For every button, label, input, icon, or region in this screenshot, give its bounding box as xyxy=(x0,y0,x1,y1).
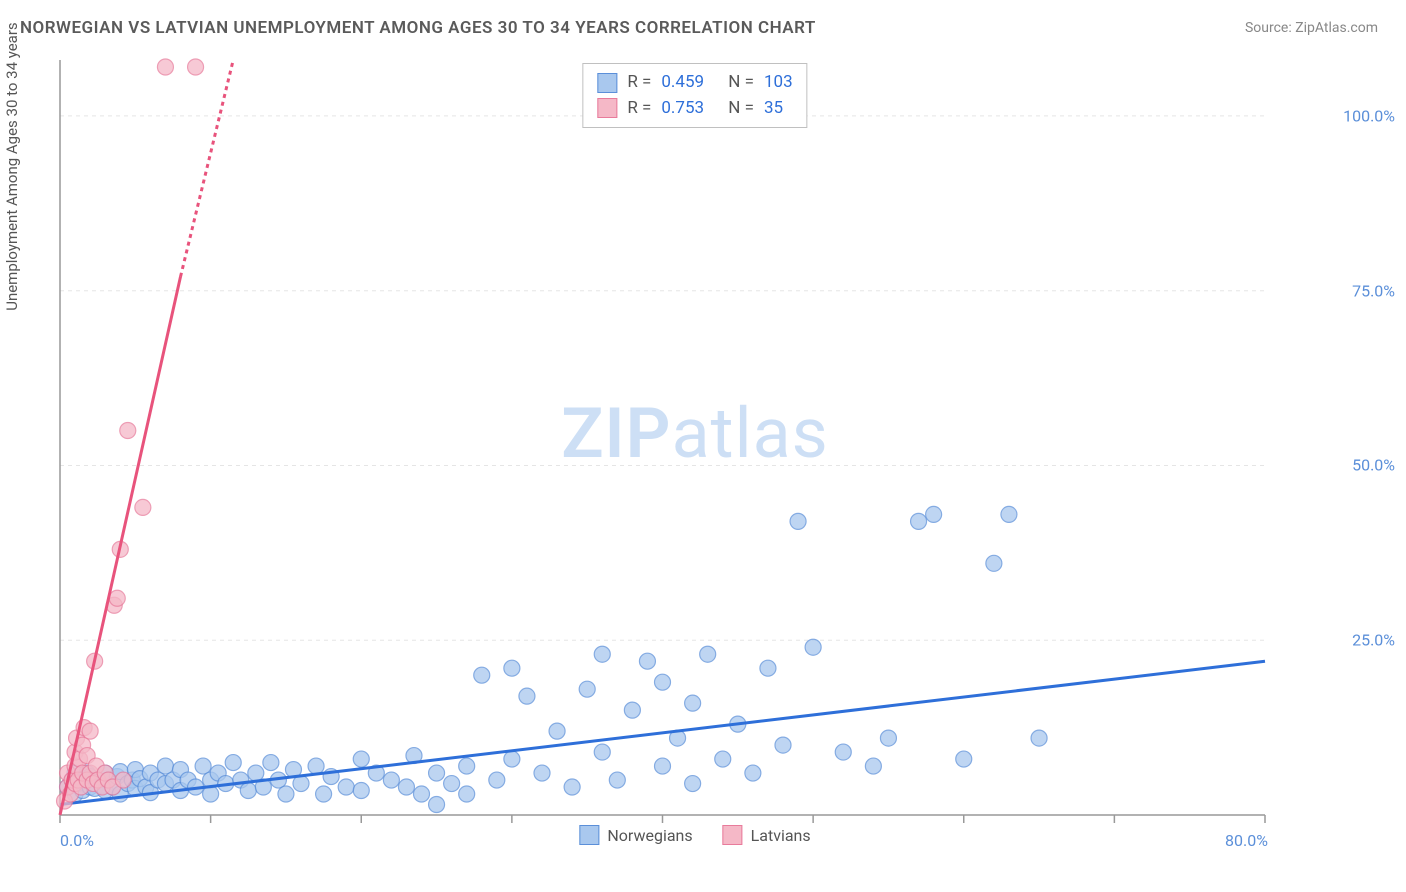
legend-swatch xyxy=(579,825,599,845)
data-point xyxy=(790,513,806,529)
data-point xyxy=(225,755,241,771)
data-point xyxy=(715,751,731,767)
stat-r-value: 0.459 xyxy=(661,70,704,96)
y-tick-label: 50.0% xyxy=(1352,456,1395,475)
data-point xyxy=(594,646,610,662)
legend-swatch xyxy=(723,825,743,845)
data-point xyxy=(429,797,445,813)
data-point xyxy=(188,59,204,75)
data-point xyxy=(880,730,896,746)
stat-n-value: 35 xyxy=(764,96,783,122)
data-point xyxy=(534,765,550,781)
x-tick-label: 0.0% xyxy=(60,831,94,850)
data-point xyxy=(805,639,821,655)
data-point xyxy=(459,758,475,774)
data-point xyxy=(489,772,505,788)
trend-line xyxy=(60,277,181,815)
data-point xyxy=(760,660,776,676)
data-point xyxy=(383,772,399,788)
data-point xyxy=(745,765,761,781)
data-point xyxy=(109,590,125,606)
legend-label: Latvians xyxy=(751,826,811,845)
data-point xyxy=(444,776,460,792)
legend: Norwegians Latvians xyxy=(579,825,810,845)
data-point xyxy=(655,674,671,690)
data-point xyxy=(775,737,791,753)
data-point xyxy=(248,765,264,781)
source-prefix: Source: xyxy=(1245,20,1295,36)
data-point xyxy=(278,786,294,802)
data-point xyxy=(519,688,535,704)
series-swatch xyxy=(597,98,617,118)
data-point xyxy=(398,779,414,795)
y-tick-label: 75.0% xyxy=(1352,281,1395,300)
data-point xyxy=(195,758,211,774)
data-point xyxy=(504,660,520,676)
data-point xyxy=(338,779,354,795)
data-point xyxy=(594,744,610,760)
data-point xyxy=(700,646,716,662)
source-attribution: Source: ZipAtlas.com xyxy=(1245,20,1378,36)
chart-area: ZIPatlas R = 0.459 N = 103 R = 0.753 N =… xyxy=(55,55,1335,845)
data-point xyxy=(82,723,98,739)
data-point xyxy=(504,751,520,767)
stats-legend-box: R = 0.459 N = 103 R = 0.753 N = 35 xyxy=(582,63,807,128)
data-point xyxy=(986,555,1002,571)
data-point xyxy=(115,772,131,788)
data-point xyxy=(564,779,580,795)
data-point xyxy=(157,758,173,774)
data-point xyxy=(655,758,671,774)
stat-n-label: N = xyxy=(728,96,754,122)
data-point xyxy=(353,751,369,767)
data-point xyxy=(316,786,332,802)
data-point xyxy=(240,783,256,799)
data-point xyxy=(459,786,475,802)
data-point xyxy=(685,776,701,792)
data-point xyxy=(414,786,430,802)
data-point xyxy=(835,744,851,760)
data-point xyxy=(624,702,640,718)
stats-row: R = 0.753 N = 35 xyxy=(597,96,792,122)
data-point xyxy=(308,758,324,774)
legend-item: Norwegians xyxy=(579,825,692,845)
data-point xyxy=(609,772,625,788)
stat-n-value: 103 xyxy=(764,70,793,96)
data-point xyxy=(865,758,881,774)
y-tick-label: 100.0% xyxy=(1343,106,1395,125)
data-point xyxy=(639,653,655,669)
data-point xyxy=(549,723,565,739)
y-axis-label: Unemployment Among Ages 30 to 34 years xyxy=(3,22,21,310)
stats-row: R = 0.459 N = 103 xyxy=(597,70,792,96)
data-point xyxy=(263,755,279,771)
legend-item: Latvians xyxy=(723,825,811,845)
legend-label: Norwegians xyxy=(607,826,692,845)
stat-r-label: R = xyxy=(627,96,651,122)
data-point xyxy=(120,423,136,439)
stat-r-value: 0.753 xyxy=(661,96,704,122)
data-point xyxy=(157,59,173,75)
stat-n-label: N = xyxy=(728,70,754,96)
data-point xyxy=(135,499,151,515)
data-point xyxy=(911,513,927,529)
data-point xyxy=(579,681,595,697)
x-tick-label: 80.0% xyxy=(1225,831,1268,850)
data-point xyxy=(353,783,369,799)
series-swatch xyxy=(597,73,617,93)
data-point xyxy=(1031,730,1047,746)
y-tick-label: 25.0% xyxy=(1352,631,1395,650)
trend-line-ext xyxy=(181,60,234,277)
data-point xyxy=(956,751,972,767)
data-point xyxy=(474,667,490,683)
data-point xyxy=(429,765,445,781)
scatter-plot xyxy=(55,55,1335,845)
data-point xyxy=(926,506,942,522)
data-point xyxy=(1001,506,1017,522)
chart-title: NORWEGIAN VS LATVIAN UNEMPLOYMENT AMONG … xyxy=(20,18,816,38)
data-point xyxy=(685,695,701,711)
stat-r-label: R = xyxy=(627,70,651,96)
source-link[interactable]: ZipAtlas.com xyxy=(1295,20,1378,36)
